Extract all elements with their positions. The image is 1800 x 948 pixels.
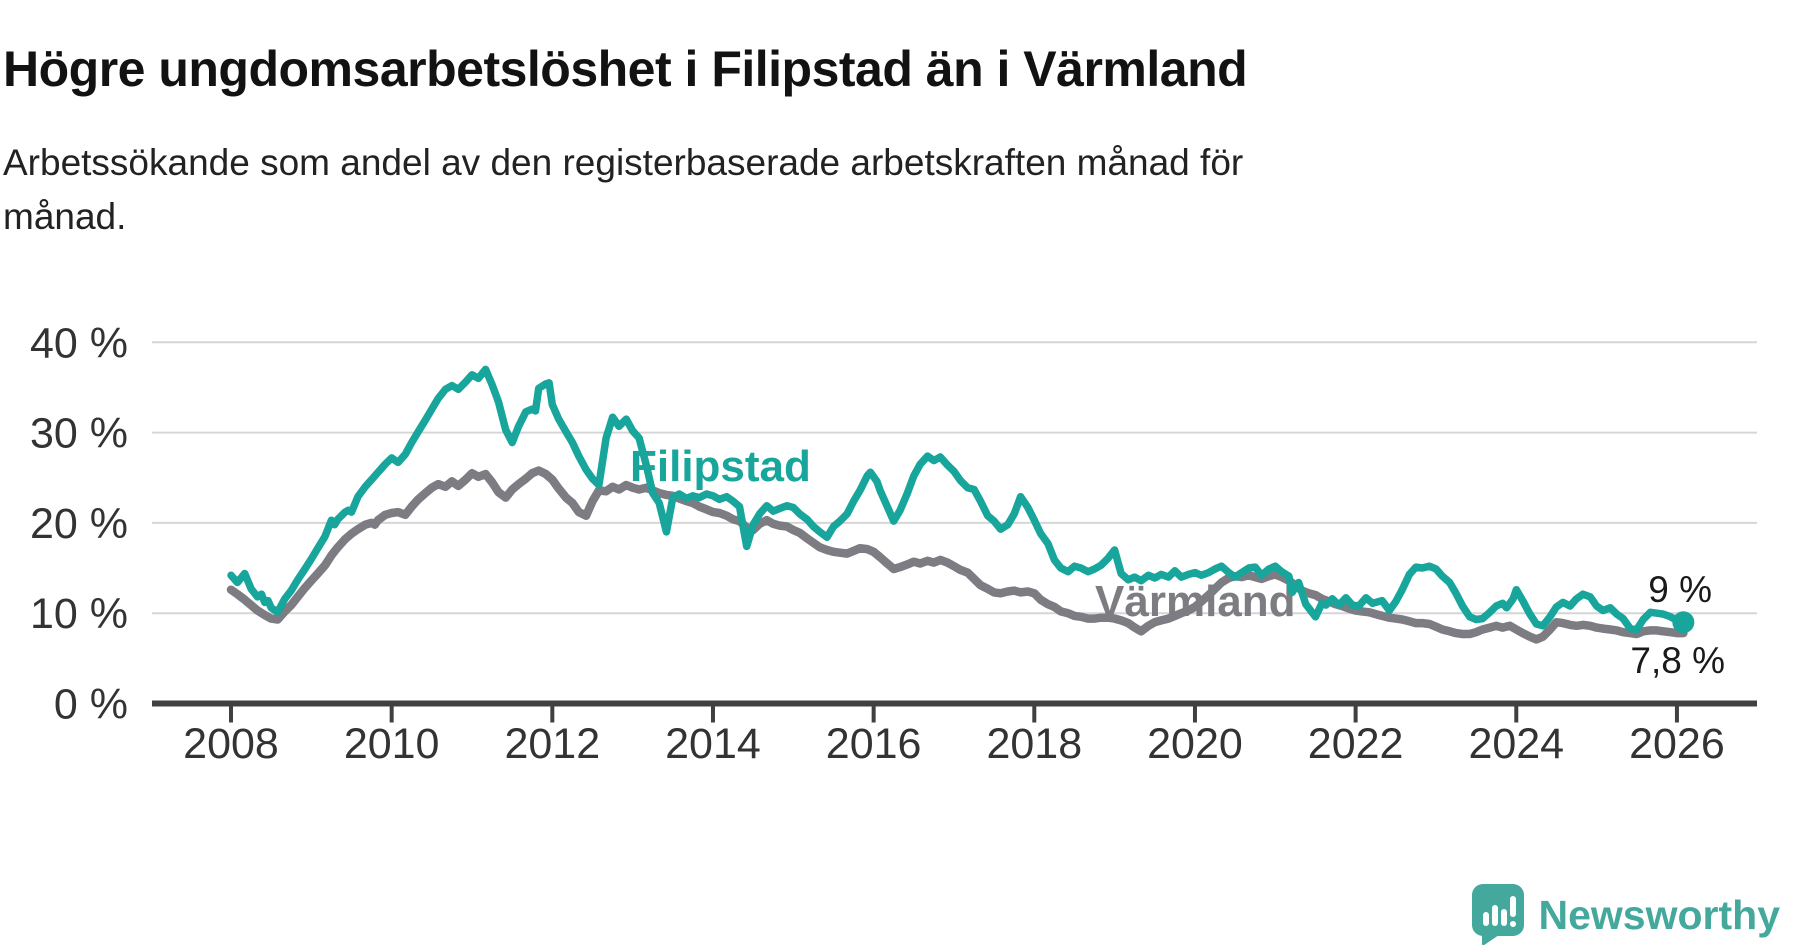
y-axis-label-20: 20 % (30, 500, 128, 548)
x-axis-label-2026: 2026 (1629, 720, 1725, 768)
x-axis-label-2018: 2018 (986, 720, 1082, 768)
x-axis-label-2010: 2010 (344, 720, 440, 768)
x-axis-label-2020: 2020 (1147, 720, 1243, 768)
chart-subtitle: Arbetssökande som andel av den registerb… (3, 136, 1503, 243)
chart-subtitle-line-1: Arbetssökande som andel av den registerb… (3, 142, 1244, 183)
newsworthy-logo-link[interactable]: Newsworthy (1471, 884, 1781, 946)
end-value-label-filipstad: 9 % (1648, 569, 1712, 610)
y-axis-label-0: 0 % (54, 681, 128, 729)
newsworthy-wordmark: Newsworthy (1538, 891, 1781, 938)
series-line-värmland (226, 466, 1688, 644)
series-end-dot-filipstad (1672, 611, 1695, 634)
x-axis-label-2008: 2008 (183, 720, 279, 768)
x-axis-label-2016: 2016 (826, 720, 922, 768)
y-axis-label-40: 40 % (30, 319, 128, 367)
x-axis-label-2014: 2014 (665, 720, 761, 768)
end-value-label-värmland: 7,8 % (1630, 640, 1725, 681)
y-axis-label-10: 10 % (30, 590, 128, 638)
series-line-filipstad (227, 365, 1688, 634)
newsworthy-icon (1471, 884, 1524, 946)
x-axis-label-2022: 2022 (1308, 720, 1404, 768)
y-axis-label-30: 30 % (30, 410, 128, 458)
chart-subtitle-line-2: månad. (3, 195, 127, 237)
chart-title: Högre ungdomsarbetslöshet i Filipstad än… (3, 40, 1248, 97)
series-label-filipstad: Filipstad (630, 442, 811, 491)
x-axis-label-2012: 2012 (504, 720, 600, 768)
x-axis-label-2024: 2024 (1468, 720, 1564, 768)
